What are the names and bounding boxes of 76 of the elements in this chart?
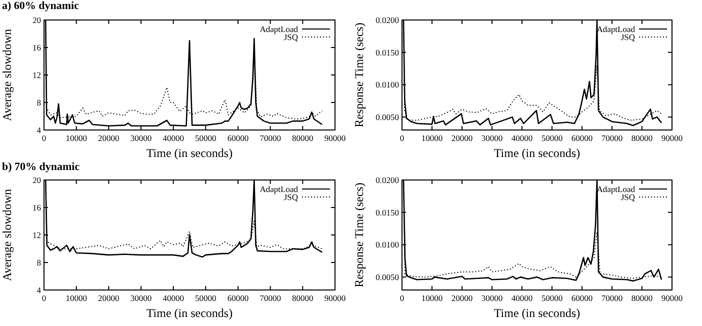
x-tick-label: 90000 — [324, 293, 346, 303]
x-tick-label: 60000 — [571, 293, 593, 303]
x-tick-label: 70000 — [260, 133, 281, 143]
x-tick-label: 70000 — [260, 293, 281, 303]
x-tick-label: 20000 — [98, 133, 120, 143]
y-tick-label: 20 — [32, 15, 41, 25]
y-tick-label: 0.0200 — [376, 175, 399, 185]
x-tick-label: 80000 — [292, 133, 314, 143]
x-tick-label: 30000 — [481, 133, 503, 143]
x-tick-label: 10000 — [66, 293, 87, 303]
x-tick-label: 60000 — [571, 133, 593, 143]
legend-label: AdaptLoad — [260, 184, 299, 194]
x-tick-label: 20000 — [98, 293, 120, 303]
legend-label: AdaptLoad — [596, 24, 636, 34]
x-tick-label: 40000 — [511, 293, 533, 303]
x-tick-label: 10000 — [421, 293, 443, 303]
x-tick-label: 40000 — [511, 133, 533, 143]
x-tick-label: 0 — [42, 293, 46, 303]
chart-title: b) 70% dynamic — [2, 161, 80, 173]
y-tick-label: 8 — [36, 258, 41, 268]
legend-label: JSQ — [620, 32, 635, 42]
y-tick-label: 0.0150 — [376, 207, 399, 218]
x-tick-label: 30000 — [481, 293, 503, 303]
x-tick-label: 90000 — [661, 293, 683, 303]
y-tick-label: 16 — [32, 202, 41, 212]
y-tick-label: 0.0050 — [376, 272, 399, 282]
y-tick-label: 4 — [36, 285, 42, 295]
x-tick-label: 20000 — [451, 293, 473, 303]
x-tick-label: 50000 — [195, 293, 216, 303]
x-tick-label: 50000 — [541, 293, 563, 303]
y-tick-label: 4 — [36, 125, 42, 135]
legend-label: AdaptLoad — [260, 24, 299, 34]
x-tick-label: 10000 — [66, 133, 87, 143]
x-tick-label: 0 — [400, 133, 404, 143]
x-tick-label: 50000 — [195, 133, 216, 143]
x-tick-label: 0 — [42, 133, 46, 143]
x-axis-title: Time (in seconds) — [146, 146, 233, 160]
x-tick-label: 10000 — [421, 133, 443, 143]
x-tick-label: 20000 — [451, 133, 473, 143]
x-tick-label: 40000 — [162, 133, 184, 143]
y-tick-label: 20 — [32, 175, 41, 185]
x-tick-label: 70000 — [601, 133, 623, 143]
x-tick-label: 90000 — [661, 133, 683, 143]
y-tick-label: 0.0150 — [376, 47, 399, 58]
y-tick-label: 0.0050 — [376, 112, 399, 122]
x-tick-label: 70000 — [601, 293, 623, 303]
legend-label: JSQ — [620, 192, 635, 202]
x-tick-label: 30000 — [130, 133, 152, 143]
y-axis-title: Response Time (secs) — [352, 182, 366, 288]
x-tick-label: 0 — [400, 293, 404, 303]
x-axis-title: Time (in seconds) — [494, 306, 580, 320]
y-tick-label: 16 — [32, 42, 41, 52]
y-tick-label: 0.0100 — [376, 80, 399, 90]
x-tick-label: 80000 — [631, 293, 653, 303]
x-tick-label: 90000 — [324, 133, 346, 143]
chart-title: a) 60% dynamic — [2, 0, 80, 12]
x-axis-title: Time (in seconds) — [494, 146, 580, 160]
x-tick-label: 80000 — [631, 133, 653, 143]
x-tick-label: 50000 — [541, 133, 563, 143]
x-axis-title: Time (in seconds) — [146, 306, 233, 320]
legend-label: JSQ — [284, 32, 298, 42]
y-axis-title: Average slowdown — [0, 188, 14, 282]
x-tick-label: 80000 — [292, 293, 314, 303]
x-tick-label: 40000 — [162, 293, 184, 303]
y-tick-label: 8 — [36, 98, 41, 108]
x-tick-label: 60000 — [227, 293, 249, 303]
y-axis-title: Response Time (secs) — [352, 22, 366, 128]
y-tick-label: 12 — [32, 70, 41, 80]
x-tick-label: 60000 — [227, 133, 249, 143]
x-tick-label: 30000 — [130, 293, 152, 303]
legend-label: AdaptLoad — [596, 184, 636, 194]
y-tick-label: 12 — [32, 230, 41, 240]
y-tick-label: 0.0200 — [376, 15, 399, 25]
y-axis-title: Average slowdown — [0, 28, 14, 122]
y-tick-label: 0.0100 — [376, 240, 399, 250]
legend-label: JSQ — [284, 192, 298, 202]
